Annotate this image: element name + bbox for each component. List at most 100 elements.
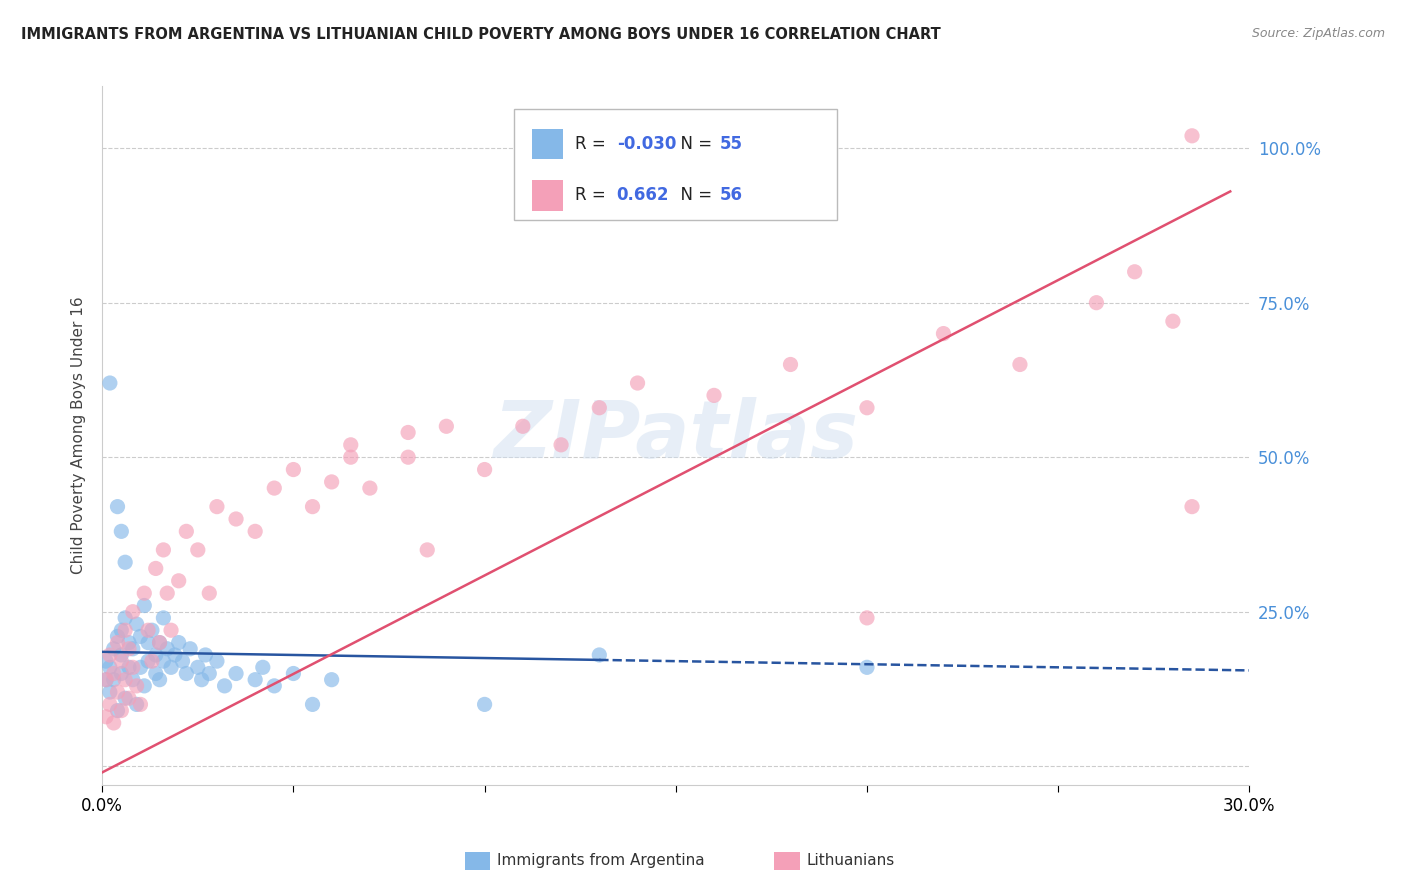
Point (98, 376, 121, 390)
Point (474, 698, 496, 712)
Text: -0.030: -0.030 (617, 135, 676, 153)
Point (141, 654, 163, 668)
Point (114, 611, 136, 625)
Point (98, 698, 121, 712)
Point (110, 654, 132, 668)
Point (263, 481, 285, 495)
Point (190, 673, 212, 687)
Point (103, 715, 125, 730)
Point (176, 524, 198, 539)
Point (110, 704, 132, 718)
Text: IMMIGRANTS FROM ARGENTINA VS LITHUANIAN CHILD POVERTY AMONG BOYS UNDER 16 CORREL: IMMIGRANTS FROM ARGENTINA VS LITHUANIAN … (21, 27, 941, 42)
Point (103, 641, 125, 656)
Point (152, 611, 174, 625)
Point (129, 698, 152, 712)
Point (121, 605, 143, 619)
Point (416, 542, 439, 557)
Text: 0.662: 0.662 (617, 186, 669, 204)
Point (152, 654, 174, 668)
Text: Immigrants from Argentina: Immigrants from Argentina (498, 854, 704, 868)
Y-axis label: Child Poverty Among Boys Under 16: Child Poverty Among Boys Under 16 (72, 297, 86, 574)
Point (110, 648, 132, 662)
Text: N =: N = (671, 135, 717, 153)
Point (125, 617, 148, 632)
Point (160, 624, 183, 638)
Point (205, 654, 228, 668)
Point (626, 376, 648, 390)
Point (321, 673, 343, 687)
Point (172, 654, 194, 668)
Point (148, 673, 170, 687)
Point (252, 660, 274, 674)
Point (121, 660, 143, 674)
Point (225, 512, 247, 526)
Point (198, 666, 221, 681)
Point (121, 673, 143, 687)
Text: 55: 55 (720, 135, 742, 153)
Point (125, 679, 148, 693)
Point (396, 425, 419, 440)
Point (321, 475, 343, 489)
Point (588, 401, 610, 415)
Point (339, 438, 361, 452)
Point (107, 500, 129, 514)
Point (103, 673, 125, 687)
Point (98, 685, 121, 699)
Point (243, 524, 266, 539)
Text: R =: R = (575, 186, 610, 204)
Point (114, 691, 136, 706)
Point (856, 611, 879, 625)
Point (98, 660, 121, 674)
Point (225, 666, 247, 681)
Point (94, 673, 117, 687)
Point (145, 666, 167, 681)
Point (283, 666, 305, 681)
Point (94, 654, 117, 668)
Point (152, 542, 174, 557)
Point (121, 641, 143, 656)
Point (512, 419, 534, 434)
Point (396, 450, 419, 465)
Text: R =: R = (575, 135, 610, 153)
Point (167, 635, 190, 649)
Point (118, 691, 141, 706)
Point (148, 635, 170, 649)
Point (301, 500, 323, 514)
Point (187, 660, 209, 674)
Point (114, 673, 136, 687)
Point (263, 679, 285, 693)
Point (160, 660, 183, 674)
Point (118, 635, 141, 649)
Point (1181, 128, 1204, 143)
Point (125, 698, 148, 712)
Point (134, 599, 156, 613)
Point (110, 666, 132, 681)
Point (129, 629, 152, 643)
Point (141, 624, 163, 638)
Point (145, 648, 167, 662)
Point (283, 462, 305, 476)
Text: Source: ZipAtlas.com: Source: ZipAtlas.com (1251, 27, 1385, 40)
Point (703, 388, 725, 402)
Text: 56: 56 (720, 186, 742, 204)
Point (1123, 265, 1146, 279)
Point (148, 635, 170, 649)
Point (94, 673, 117, 687)
Point (136, 635, 159, 649)
Point (145, 561, 167, 575)
Point (339, 450, 361, 465)
Point (156, 641, 179, 656)
Point (359, 481, 381, 495)
Point (134, 586, 156, 600)
Point (114, 624, 136, 638)
Point (103, 666, 125, 681)
Point (107, 629, 129, 643)
Point (198, 586, 221, 600)
Point (129, 660, 152, 674)
Point (932, 326, 955, 341)
Point (205, 500, 228, 514)
Point (550, 438, 572, 452)
Point (98, 648, 121, 662)
Point (136, 624, 159, 638)
Point (107, 635, 129, 649)
